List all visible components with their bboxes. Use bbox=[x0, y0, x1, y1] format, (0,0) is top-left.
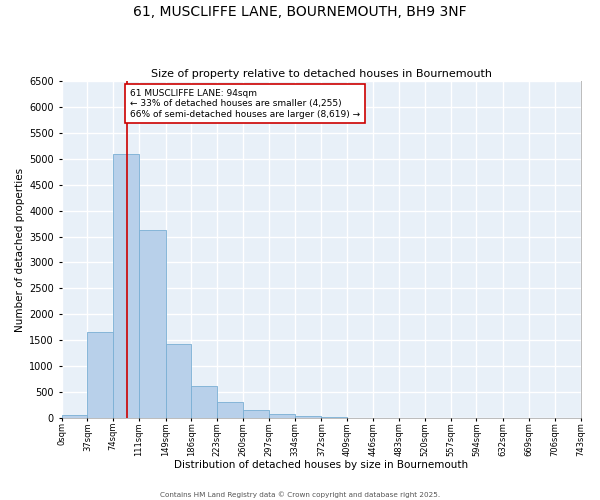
Text: Contains HM Land Registry data © Crown copyright and database right 2025.: Contains HM Land Registry data © Crown c… bbox=[160, 492, 440, 498]
Y-axis label: Number of detached properties: Number of detached properties bbox=[15, 168, 25, 332]
Bar bbox=[88, 332, 113, 418]
Bar bbox=[217, 402, 243, 418]
Bar bbox=[269, 414, 295, 418]
Bar bbox=[191, 386, 217, 418]
Text: 61 MUSCLIFFE LANE: 94sqm
← 33% of detached houses are smaller (4,255)
66% of sem: 61 MUSCLIFFE LANE: 94sqm ← 33% of detach… bbox=[130, 89, 360, 118]
Bar bbox=[62, 415, 88, 418]
Title: Size of property relative to detached houses in Bournemouth: Size of property relative to detached ho… bbox=[151, 69, 491, 79]
X-axis label: Distribution of detached houses by size in Bournemouth: Distribution of detached houses by size … bbox=[174, 460, 468, 470]
Bar bbox=[166, 344, 191, 418]
Text: 61, MUSCLIFFE LANE, BOURNEMOUTH, BH9 3NF: 61, MUSCLIFFE LANE, BOURNEMOUTH, BH9 3NF bbox=[133, 5, 467, 19]
Bar bbox=[295, 416, 322, 418]
Bar bbox=[113, 154, 139, 418]
Bar bbox=[243, 410, 269, 418]
Bar bbox=[139, 230, 166, 418]
